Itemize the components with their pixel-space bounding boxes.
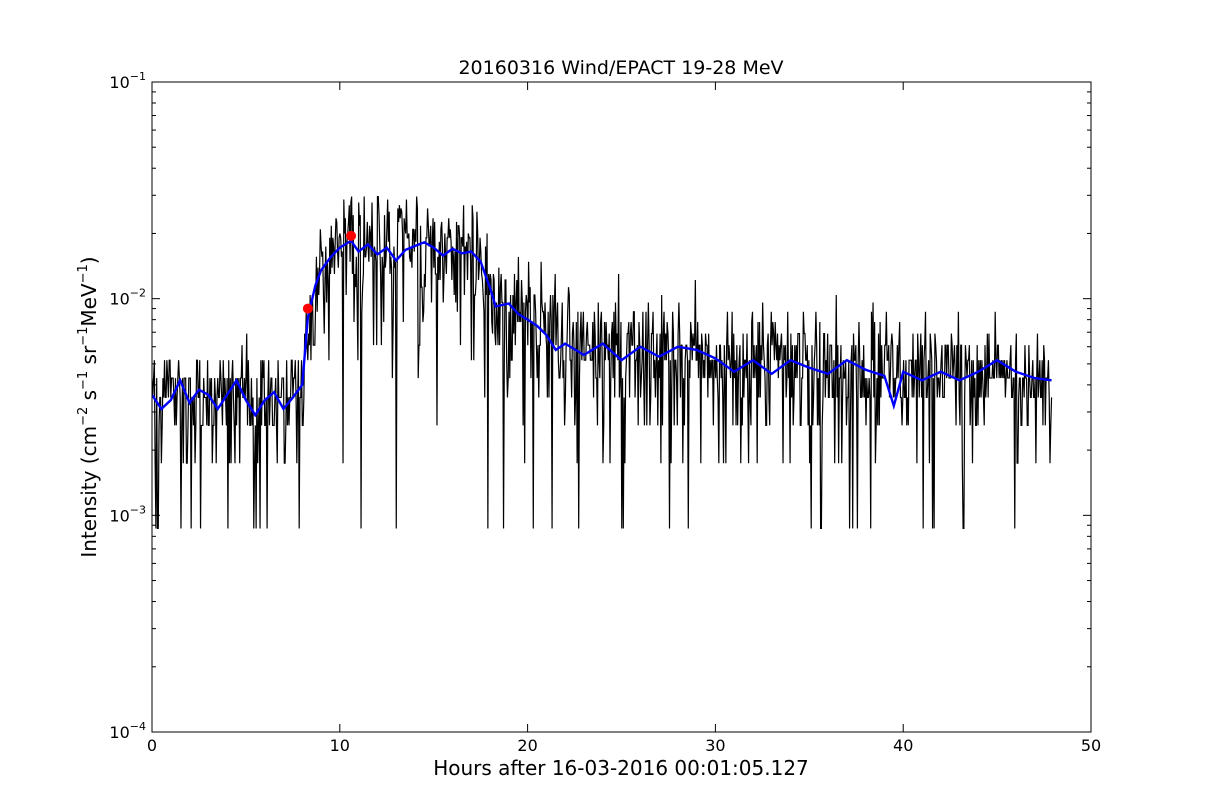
x-tick-label: 0 (147, 736, 157, 755)
event-marker (302, 303, 313, 314)
x-tick-label: 40 (893, 736, 913, 755)
plot-frame (151, 81, 1092, 733)
y-tick-label: 10−2 (109, 287, 146, 309)
x-tick-label: 10 (330, 736, 350, 755)
marker-layer (302, 230, 357, 314)
y-tick-label: 10−3 (109, 503, 146, 525)
y-tick-label: 10−4 (109, 720, 146, 742)
series-layer (152, 195, 1053, 530)
x-tick-label: 50 (1081, 736, 1101, 755)
y-axis-label: Intensity (cm−2 s−1 sr−1MeV−1) (76, 256, 101, 557)
x-tick-label: 20 (517, 736, 537, 755)
x-tick-label: 30 (705, 736, 725, 755)
event-marker (346, 230, 357, 241)
series-smoothed-line (152, 239, 1052, 418)
plot-area (151, 81, 1092, 733)
x-axis-label: Hours after 16-03-2016 00:01:05.127 (433, 756, 809, 780)
y-tick-label: 10−1 (109, 70, 146, 92)
chart-title: 20160316 Wind/EPACT 19-28 MeV (458, 57, 783, 79)
series-raw-line (152, 195, 1053, 530)
tick-layer (151, 81, 1092, 733)
